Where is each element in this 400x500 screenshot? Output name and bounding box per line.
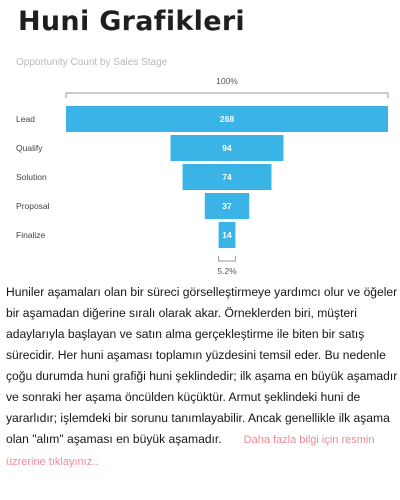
stage-label: Finalize bbox=[16, 230, 46, 240]
funnel-chart: 100% 268 Lead 94 Qualify 74 Solution 37 Proposal… bbox=[16, 76, 389, 276]
stage-label: Solution bbox=[16, 172, 47, 182]
description-text: Huniler aşamaları olan bir süreci görsel… bbox=[6, 285, 398, 446]
funnel-bar bbox=[66, 106, 388, 132]
stage-label: Proposal bbox=[16, 201, 50, 211]
funnel-bar bbox=[182, 164, 272, 190]
page-title: Huni Grafikleri bbox=[18, 6, 245, 37]
bar-value-label: 14 bbox=[222, 230, 232, 240]
bar-value-label: 268 bbox=[220, 114, 234, 124]
top-percent-label: 100% bbox=[216, 76, 238, 86]
funnel-bar bbox=[204, 193, 250, 219]
chart-subtitle: Opportunity Count by Sales Stage bbox=[16, 57, 168, 68]
bottom-percent-label: 5.2% bbox=[217, 266, 237, 276]
funnel-bar bbox=[218, 222, 236, 248]
bar-value-label: 94 bbox=[222, 143, 232, 153]
bar-value-label: 74 bbox=[222, 172, 232, 182]
top-bracket bbox=[65, 92, 389, 98]
stage-label: Qualify bbox=[16, 143, 43, 153]
bar-value-label: 37 bbox=[222, 201, 232, 211]
funnel-layer: 100% 268 Lead 94 Qualify 74 Solution 37 Proposal… bbox=[16, 76, 389, 276]
bottom-bracket bbox=[218, 256, 236, 262]
description-paragraph: Huniler aşamaları olan bir süreci görsel… bbox=[6, 282, 398, 473]
stage-label: Lead bbox=[16, 114, 35, 124]
more-info-link[interactable]: Daha fazla bilgi için resmin üzrerine tı… bbox=[6, 434, 375, 468]
funnel-bar bbox=[170, 135, 284, 161]
